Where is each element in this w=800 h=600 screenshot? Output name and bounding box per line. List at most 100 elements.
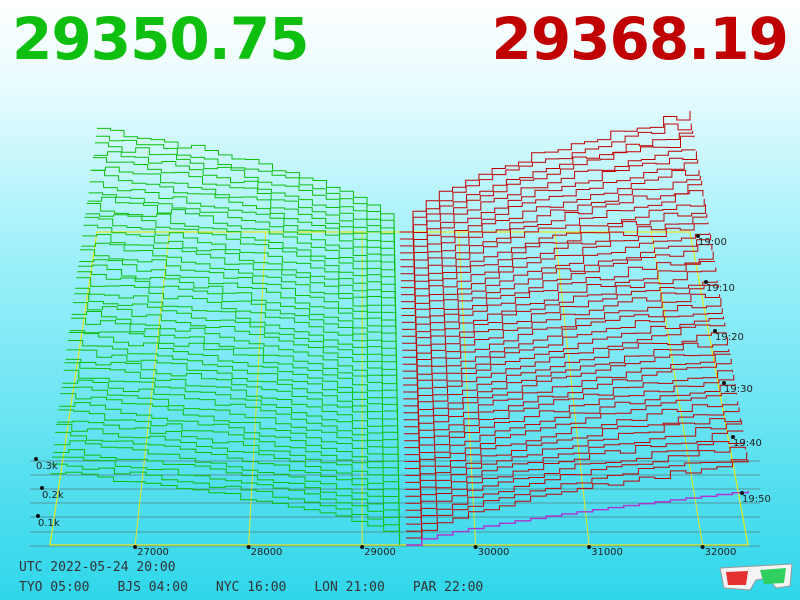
bid-depth-line <box>68 332 398 420</box>
price-gridline <box>458 231 477 546</box>
volume-tick-dot <box>40 486 44 490</box>
ask-depth-line <box>400 175 701 289</box>
bid-depth-line <box>55 431 400 511</box>
depth-front-line <box>406 491 749 546</box>
ask-depth-line <box>404 374 735 469</box>
time-tick-label: 19:50 <box>742 494 771 505</box>
bid-depth-line <box>93 151 395 253</box>
ask-depth-line <box>402 244 713 351</box>
bid-depth-line <box>83 224 397 323</box>
ask-depth-line <box>400 135 695 254</box>
price-tick-label: 27000 <box>137 547 169 558</box>
bid-depth-line <box>65 358 399 441</box>
bid-depth-line <box>60 393 399 476</box>
bid-depth-line <box>63 369 399 455</box>
timezone-par: PAR 22:00 <box>412 580 484 595</box>
bid-depth-line <box>90 169 396 274</box>
ask-depth-line <box>400 130 694 247</box>
price-tick-label: 29000 <box>364 547 396 558</box>
ask-depth-line <box>403 322 726 421</box>
ask-depth-line <box>405 418 741 504</box>
time-tick-label: 19:30 <box>724 384 753 395</box>
ask-depth-line <box>405 392 737 483</box>
3d-glasses-icon[interactable] <box>716 558 796 594</box>
ask-depth-line <box>403 284 719 386</box>
bid-depth-line <box>64 362 399 448</box>
price-tick-label: 30000 <box>478 547 510 558</box>
bid-depth-line <box>86 203 396 302</box>
ask-depth-line <box>405 401 739 490</box>
bid-depth-line <box>54 440 400 518</box>
bid-depth-line <box>87 196 396 295</box>
price-tick-dot <box>360 545 365 549</box>
timezone-bjs: BJS 04:00 <box>117 580 188 595</box>
bid-depth-line <box>61 386 399 469</box>
bid-depth-line <box>50 471 401 545</box>
ask-depth-line <box>404 337 728 435</box>
ask-depth-line <box>401 213 708 323</box>
time-tick-dot <box>704 280 708 284</box>
ask-depth-line <box>405 420 743 511</box>
volume-tick-dot <box>34 457 38 461</box>
price-tick-label: 32000 <box>705 547 737 558</box>
ask-depth-line <box>401 222 709 330</box>
volume-tick-label: 0.2k <box>42 490 64 501</box>
ask-depth-line <box>404 358 732 456</box>
bid-depth-line <box>53 449 400 525</box>
timezone-row: TYO 05:00 BJS 04:00 NYC 16:00 LON 21:00 … <box>19 580 483 595</box>
ask-depth-line <box>403 293 721 393</box>
ask-depth-line <box>403 308 723 407</box>
ask-depth-line <box>399 123 692 240</box>
bid-depth-line <box>59 402 399 483</box>
price-gridline <box>650 231 704 546</box>
grid-frame <box>49 231 749 546</box>
time-tick-label: 19:10 <box>706 283 735 294</box>
bid-depth-line <box>69 330 398 413</box>
bid-depth-line <box>76 277 397 372</box>
ask-depth-line <box>399 110 691 233</box>
bid-depth-line <box>96 135 395 239</box>
price-tick-label: 28000 <box>251 547 283 558</box>
bid-depth-line <box>58 409 400 490</box>
bid-depth-line <box>56 423 400 504</box>
timezone-nyc: NYC 16:00 <box>215 580 287 595</box>
bid-depth-line <box>75 287 398 379</box>
time-tick-dot <box>722 381 726 385</box>
bid-depth-line <box>94 142 395 246</box>
depth-front-line <box>406 491 749 546</box>
ask-depth-line <box>402 232 710 337</box>
ask-depth-line <box>403 298 722 400</box>
bid-depth-line <box>89 181 396 281</box>
ask-depth-line <box>405 430 744 518</box>
bid-depth-line <box>78 264 397 358</box>
ask-depth-line <box>406 459 749 546</box>
ask-depth-line <box>402 234 712 344</box>
ask-depth-line <box>402 267 717 372</box>
price-tick-dot <box>133 545 138 549</box>
ask-depth-line <box>401 190 704 303</box>
ask-depth-line <box>402 261 715 365</box>
ask-depth-line <box>400 170 700 282</box>
ask-depth-line <box>402 280 718 379</box>
ask-depth-line <box>405 439 745 525</box>
volume-tick-label: 0.3k <box>36 461 58 472</box>
bid-depth-line <box>70 317 398 406</box>
bid-depth-line <box>85 213 396 309</box>
ask-depth-line <box>404 353 731 449</box>
ask-depth-line <box>404 370 733 462</box>
bid-price: 29350.75 <box>12 5 310 73</box>
ask-depth-line <box>400 149 696 261</box>
time-tick-label: 19:00 <box>698 237 727 248</box>
ask-depth-line <box>406 452 748 539</box>
bid-depth-line <box>51 463 400 538</box>
bid-depth-line <box>91 166 396 267</box>
depth-chart-labels: 27000 28000 29000 30000 31000 32000 0.1k 0.2k 0.… <box>34 234 771 558</box>
ask-depth-line <box>403 332 727 428</box>
ask-depth-line <box>404 383 736 476</box>
bid-depth-line <box>97 127 395 232</box>
volume-tick-dot <box>36 514 40 518</box>
ask-depth-line <box>401 198 705 309</box>
timezone-lon: LON 21:00 <box>314 580 385 595</box>
bid-depth-line <box>88 192 396 288</box>
ask-depth-line <box>401 180 703 296</box>
